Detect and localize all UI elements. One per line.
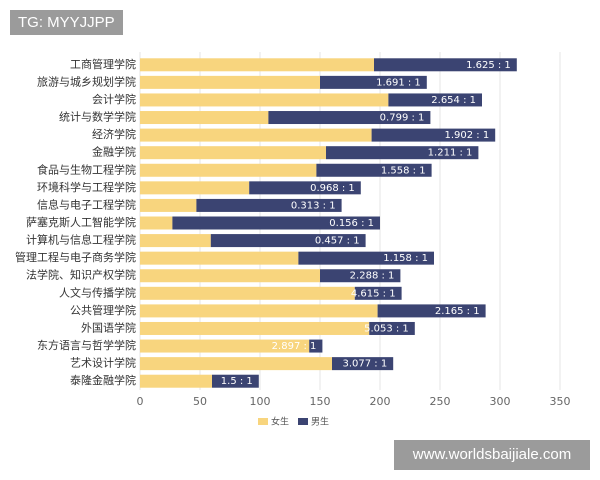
y-tick-label: 法学院、知识产权学院 [26,268,136,282]
ratio-label: 1.902 : 1 [444,130,489,141]
ratio-label: 2.288 : 1 [350,271,395,282]
bar-segment [354,286,402,300]
bar-segment [140,128,372,142]
bar-segment [332,357,394,371]
bar-segment [140,163,317,177]
bar-segment [140,234,211,248]
bar-segment [377,304,486,318]
bar-segment [374,58,517,72]
ratio-label: 0.799 : 1 [380,113,425,124]
watermark: TG: MYYJJPP [10,10,123,35]
bar-segment [388,93,482,107]
ratio-label: 2.654 : 1 [431,95,476,106]
y-tick-label: 萨塞克斯人工智能学院 [26,215,136,229]
bar-segment [212,374,259,388]
y-tick-label: 环境科学与工程学院 [37,180,136,194]
ratio-label: 4.615 : 1 [351,288,396,299]
bar-segment [140,304,378,318]
y-tick-label: 旅游与城乡规划学院 [37,74,136,88]
y-tick-label: 经济学院 [92,127,136,141]
x-tick-label: 250 [430,395,451,408]
bar-segment [140,146,326,160]
bar-segment [140,216,173,230]
ratio-label: 1.158 : 1 [383,253,428,264]
bar-segment [309,339,323,353]
legend-swatch [258,418,268,425]
ratio-label: 0.968 : 1 [310,183,355,194]
ratio-label: 1.691 : 1 [376,77,421,88]
y-tick-label: 工商管理学院 [70,57,136,71]
ratio-label: 2.165 : 1 [435,306,480,317]
bar-segment [140,269,320,283]
ratio-label: 2.897 : 1 [272,341,317,352]
y-tick-label: 人文与传播学院 [59,285,136,299]
x-tick-label: 200 [370,395,391,408]
legend-label: 女生 [271,416,289,428]
x-tick-label: 100 [250,395,271,408]
bar-segment [140,58,374,72]
ratio-label: 1.558 : 1 [381,165,426,176]
y-tick-label: 统计与数学学院 [59,110,136,124]
ratio-label: 0.313 : 1 [291,200,336,211]
bar-segment [196,198,342,212]
ratio-label: 3.077 : 1 [342,359,387,370]
bar-segment [140,357,332,371]
ratio-label: 0.156 : 1 [329,218,374,229]
bar-segment [140,198,197,212]
bar-segment [210,234,366,248]
bar-segment [249,181,361,195]
bar-segment [371,128,496,142]
x-tick-label: 350 [550,395,571,408]
bar-segment [140,339,310,353]
bar-segment [320,269,401,283]
watermark: www.worldsbaijiale.com [394,440,590,470]
bar-segment [140,181,250,195]
bar-segment [268,111,431,125]
y-tick-label: 会计学院 [92,92,136,106]
bar-segment [326,146,479,160]
bar-segment [140,374,212,388]
x-tick-label: 150 [310,395,331,408]
legend-label: 男生 [311,416,329,428]
y-tick-label: 计算机与信息工程学院 [26,233,136,247]
x-tick-label: 0 [137,395,144,408]
bar-segment [140,75,320,89]
y-tick-label: 公共管理学院 [70,303,136,317]
bar-segment [140,286,355,300]
y-tick-label: 外国语学院 [81,320,136,334]
y-tick-label: 食品与生物工程学院 [37,162,136,176]
bar-segment [369,321,415,335]
bar-segment [316,163,432,177]
x-tick-label: 300 [490,395,511,408]
y-tick-label: 东方语言与哲学学院 [37,338,136,352]
ratio-label: 0.457 : 1 [315,236,360,247]
y-tick-label: 金融学院 [92,145,136,159]
bar-segment [298,251,434,265]
bar-segment [320,75,427,89]
bar-segment [140,321,370,335]
bar-segment [140,251,299,265]
ratio-label: 1.625 : 1 [466,60,511,71]
bar-segment [140,111,269,125]
ratio-label: 1.5 : 1 [221,376,253,387]
y-tick-label: 信息与电子工程学院 [37,197,136,211]
legend-swatch [298,418,308,425]
bar-segment [140,93,389,107]
y-tick-label: 管理工程与电子商务学院 [15,250,136,264]
y-tick-label: 艺术设计学院 [70,356,136,370]
bar-segment [172,216,380,230]
ratio-label: 1.211 : 1 [428,148,473,159]
ratio-label: 5.053 : 1 [364,323,409,334]
x-tick-label: 50 [193,395,207,408]
y-tick-label: 泰隆金融学院 [70,373,136,387]
